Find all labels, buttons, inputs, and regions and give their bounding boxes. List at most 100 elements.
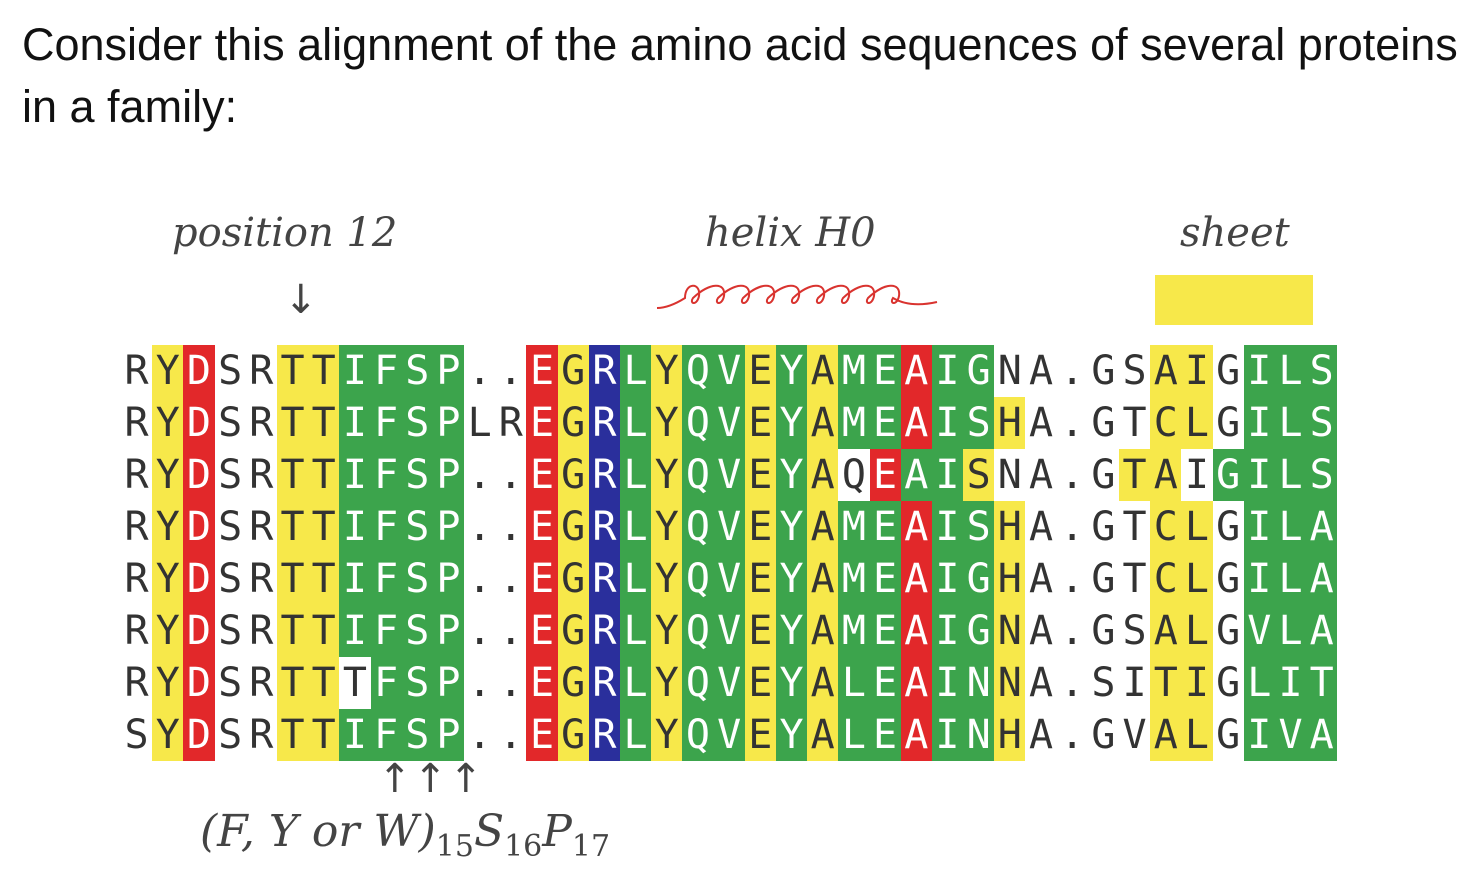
residue-cell: . <box>1060 712 1085 758</box>
residue-cell: Y <box>152 553 184 605</box>
residue-cell: A <box>1150 449 1182 501</box>
residue-cell: A <box>900 345 932 397</box>
residue-cell: E <box>526 657 558 709</box>
residue-cell: I <box>931 501 964 553</box>
residue-cell: G <box>963 605 995 657</box>
residue-cell: L <box>838 657 870 709</box>
residue-cell: G <box>557 657 589 709</box>
residue-cell: R <box>249 452 274 498</box>
residue-cell: V <box>713 501 745 553</box>
residue-cell: E <box>869 501 901 553</box>
residue-cell: E <box>526 449 558 501</box>
residue-cell: A <box>807 657 839 709</box>
residue-cell: H <box>994 501 1026 553</box>
residue-cell: F <box>370 657 402 709</box>
residue-cell: V <box>713 397 745 449</box>
residue-cell: M <box>838 553 870 605</box>
residue-cell: R <box>588 449 620 501</box>
residue-cell: A <box>807 501 839 553</box>
residue-cell: Y <box>775 449 808 501</box>
residue-cell: S <box>401 397 433 449</box>
residue-cell: T <box>276 605 309 657</box>
residue-cell: A <box>1150 709 1182 761</box>
residue-cell: G <box>1216 712 1241 758</box>
residue-cell: . <box>467 712 492 758</box>
residue-cell: R <box>588 553 620 605</box>
residue-cell: Q <box>682 709 714 761</box>
residue-cell: E <box>869 709 901 761</box>
residue-cell: N <box>994 605 1026 657</box>
residue-cell: F <box>370 345 402 397</box>
residue-cell: E <box>869 449 901 501</box>
residue-cell: E <box>744 501 776 553</box>
residue-cell: E <box>526 397 558 449</box>
residue-cell: Q <box>682 397 714 449</box>
residue-cell: T <box>308 449 340 501</box>
residue-cell: A <box>1306 553 1338 605</box>
residue-cell: Y <box>775 553 808 605</box>
residue-cell: G <box>1091 556 1116 602</box>
residue-cell: F <box>370 605 402 657</box>
residue-cell: N <box>997 452 1022 498</box>
residue-cell: Y <box>152 449 184 501</box>
residue-cell: S <box>1306 397 1338 449</box>
residue-cell: N <box>963 657 995 709</box>
residue-cell: G <box>557 709 589 761</box>
residue-cell: . <box>467 556 492 602</box>
residue-cell: Y <box>651 345 683 397</box>
residue-cell: E <box>869 605 901 657</box>
residue-cell: A <box>1028 504 1054 550</box>
residue-cell: L <box>1181 553 1213 605</box>
residue-cell: . <box>498 660 523 706</box>
residue-cell: E <box>869 553 901 605</box>
residue-cell: P <box>432 605 465 657</box>
residue-cell: Q <box>682 501 714 553</box>
residue-cell: R <box>249 400 274 446</box>
residue-cell: S <box>218 556 243 602</box>
residue-cell: M <box>838 345 870 397</box>
helix-label: helix H0 <box>705 210 876 256</box>
motif-prefix: (F, Y or W) <box>200 806 436 857</box>
residue-cell: A <box>807 397 839 449</box>
residue-cell: A <box>900 553 932 605</box>
residue-cell: L <box>620 657 652 709</box>
residue-cell: Q <box>682 449 714 501</box>
residue-cell: T <box>276 709 309 761</box>
residue-cell: A <box>1150 605 1182 657</box>
residue-cell: G <box>1091 712 1116 758</box>
residue-cell: I <box>931 709 964 761</box>
residue-cell: Q <box>841 452 866 498</box>
residue-cell: T <box>276 657 309 709</box>
residue-cell: R <box>588 709 620 761</box>
residue-cell: A <box>1306 709 1338 761</box>
residue-cell: Y <box>651 657 683 709</box>
residue-cell: P <box>432 397 465 449</box>
residue-cell: I <box>339 709 371 761</box>
residue-cell: S <box>963 501 995 553</box>
residue-cell: Y <box>775 345 808 397</box>
residue-cell: Y <box>152 709 184 761</box>
residue-cell: R <box>249 712 274 758</box>
residue-cell: A <box>807 605 839 657</box>
residue-cell: R <box>124 452 149 498</box>
residue-cell: D <box>183 345 215 397</box>
residue-cell: I <box>1181 345 1213 397</box>
residue-cell: A <box>807 553 839 605</box>
residue-cell: V <box>713 605 745 657</box>
residue-cell: T <box>1122 556 1147 602</box>
residue-cell: P <box>432 657 465 709</box>
residue-cell: Q <box>682 605 714 657</box>
residue-cell: I <box>339 501 371 553</box>
residue-cell: F <box>370 501 402 553</box>
residue-cell: F <box>370 449 402 501</box>
residue-cell: M <box>838 397 870 449</box>
residue-cell: R <box>124 660 149 706</box>
residue-cell: I <box>1243 501 1275 553</box>
residue-cell: . <box>498 712 523 758</box>
residue-cell: Y <box>651 397 683 449</box>
